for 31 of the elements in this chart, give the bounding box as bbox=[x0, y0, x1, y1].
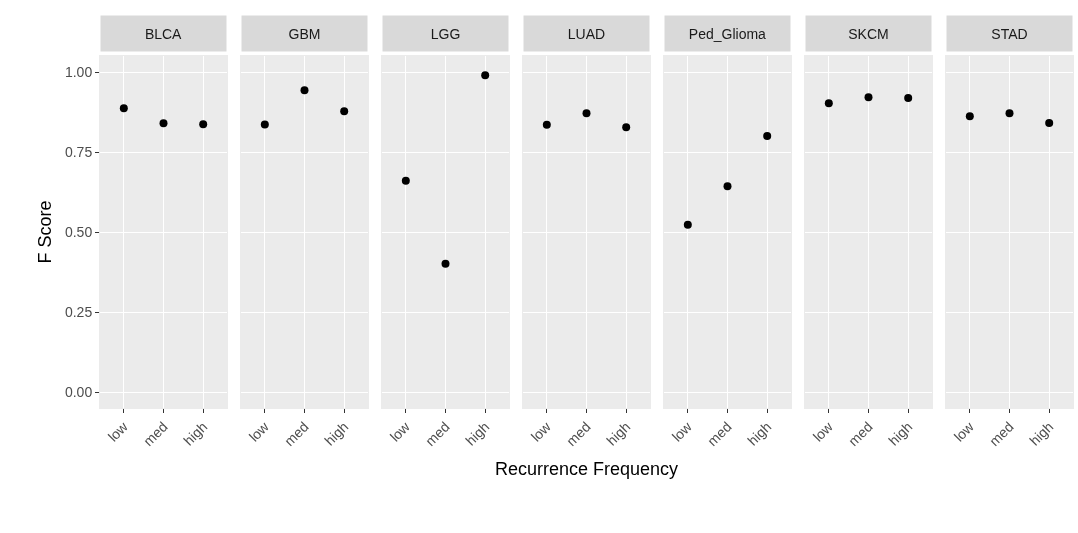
chart-title: LGG bbox=[430, 25, 461, 42]
point bbox=[119, 104, 128, 113]
x-tick-label: low bbox=[950, 417, 978, 445]
chart-title: BLCA bbox=[144, 25, 183, 42]
y-tick-label: 1.00 bbox=[64, 63, 93, 80]
y-tick-label: 0.00 bbox=[64, 383, 93, 400]
x-tick-label: high bbox=[180, 418, 211, 449]
chart-title: Ped_Glioma bbox=[688, 25, 767, 42]
chart-title: LUAD bbox=[567, 25, 606, 42]
x-tick-label: low bbox=[527, 417, 555, 445]
y-tick-label: 0.50 bbox=[64, 223, 93, 240]
y-tick-label: 0.25 bbox=[64, 303, 93, 320]
x-tick-label: high bbox=[744, 418, 775, 449]
chart-title: SKCM bbox=[848, 25, 889, 42]
x-tick-label: high bbox=[603, 418, 634, 449]
x-tick-label: high bbox=[885, 418, 916, 449]
x-axis-title: Recurrence Frequency bbox=[494, 459, 679, 480]
x-tick-label: low bbox=[809, 417, 837, 445]
x-tick-label: high bbox=[321, 418, 352, 449]
x-tick-label: low bbox=[245, 417, 273, 445]
x-tick-label: high bbox=[462, 418, 493, 449]
chart-title: GBM bbox=[288, 25, 321, 42]
x-tick-label: low bbox=[104, 417, 132, 445]
x-tick-label: low bbox=[668, 417, 696, 445]
x-tick-label: low bbox=[386, 417, 414, 445]
y-tick-label: 0.75 bbox=[64, 143, 93, 160]
chart-title: STAD bbox=[991, 25, 1028, 42]
x-tick-label: high bbox=[1026, 418, 1057, 449]
y-axis-title: F Score bbox=[35, 200, 56, 264]
point bbox=[159, 119, 168, 128]
point bbox=[199, 120, 208, 129]
